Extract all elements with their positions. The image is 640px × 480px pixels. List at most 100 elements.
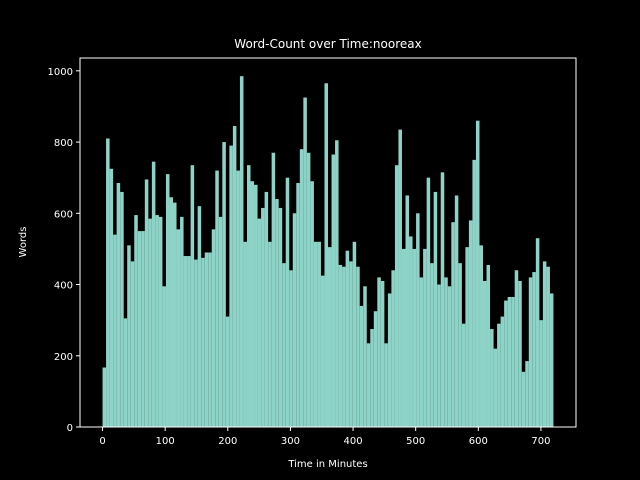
bar [384,343,388,427]
bar [106,138,110,427]
y-tick-label: 1000 [48,67,73,78]
bar [271,152,276,428]
bar [514,270,519,427]
bar [483,280,487,427]
x-tick-label: 300 [281,436,300,447]
bar [352,241,357,427]
bar [356,266,360,427]
bar [539,320,543,427]
bar [363,286,367,427]
bar [440,172,445,427]
bar [261,207,265,427]
bar [447,286,452,427]
bar [479,245,483,427]
y-tick-label: 0 [67,423,73,434]
x-tick-label: 200 [218,436,237,447]
bar [437,284,441,427]
bar [391,270,395,427]
bar [208,252,212,427]
bar [165,174,170,427]
bar [454,195,459,427]
bar [183,256,188,427]
bar [299,149,304,428]
bar [532,272,536,427]
bar [201,257,205,427]
bar [335,140,339,427]
bar [423,248,427,427]
bar [144,179,149,427]
bar [345,250,350,427]
bar [366,343,371,427]
bar [387,293,392,427]
bar [158,216,163,427]
bar [137,231,142,427]
bar [134,215,138,427]
bar [546,266,550,427]
x-tick-label: 600 [469,436,488,447]
bar [222,142,226,427]
bar [292,213,297,427]
x-tick-label: 700 [531,436,550,447]
bar [444,277,448,427]
bar [349,261,353,427]
bar [338,264,343,427]
bar [504,300,508,427]
y-tick-label: 400 [54,281,73,292]
x-tick-label: 400 [344,436,363,447]
bar [194,259,198,427]
bar [461,323,466,427]
y-tick-label: 600 [54,209,73,220]
bar [155,215,159,427]
y-axis-label: Words [18,227,29,258]
bar [458,263,462,427]
bar [486,264,491,427]
bar [123,318,128,427]
bar [521,371,526,427]
bar [180,216,184,427]
bar [511,296,515,427]
bar [430,263,434,427]
bar [225,316,230,427]
bar [285,177,290,427]
bar [215,170,219,427]
bar [373,311,378,427]
bar [239,76,244,428]
chart-title: Word-Count over Time:nooreax [234,37,421,51]
bar [190,165,195,427]
bar [433,191,438,427]
bar [468,220,473,427]
bar [141,231,145,427]
bar [342,266,346,427]
bar [401,248,406,427]
bar [317,241,321,427]
bar [120,191,124,427]
bar [500,316,505,427]
bar [416,213,420,427]
bar [211,229,216,427]
bar [475,120,480,427]
bar [313,241,318,427]
x-tick-label: 500 [406,436,425,447]
bar [490,329,494,427]
bar [405,195,410,427]
bar [359,305,364,427]
bar [331,154,336,428]
bar [109,168,114,427]
bar [380,280,385,427]
bar [169,197,173,427]
bar [243,241,247,427]
bar [549,293,554,427]
bar [246,165,251,427]
bar [507,296,512,427]
x-tick-label: 100 [156,436,175,447]
bar [127,245,131,427]
bar [151,161,156,427]
bar [306,152,311,428]
bar [518,280,522,427]
bar [282,263,286,427]
bar [409,236,413,427]
bar [535,238,540,427]
bar [232,126,237,428]
bar [204,252,209,427]
